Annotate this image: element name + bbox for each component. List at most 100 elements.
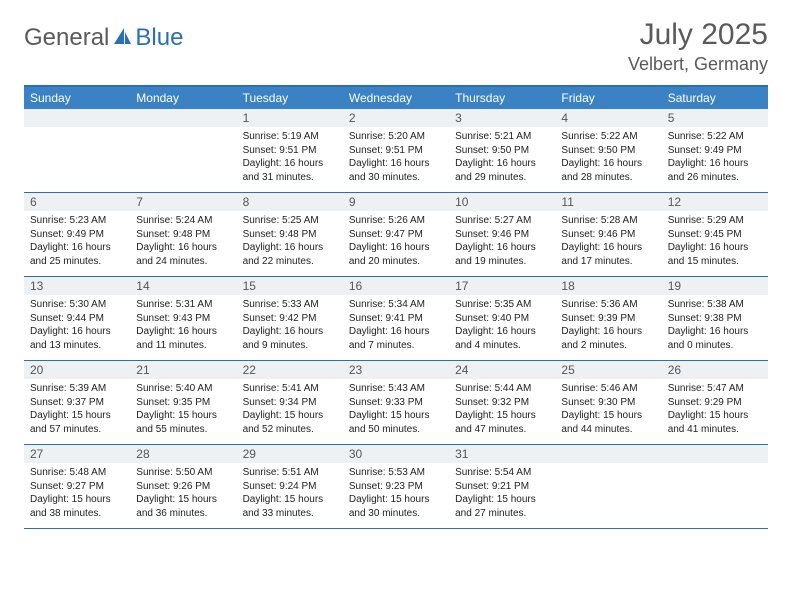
sunset-text: Sunset: 9:40 PM	[455, 312, 549, 326]
day-body: Sunrise: 5:19 AMSunset: 9:51 PMDaylight:…	[237, 127, 343, 192]
day-number: 18	[561, 279, 655, 293]
day-body: Sunrise: 5:48 AMSunset: 9:27 PMDaylight:…	[24, 463, 130, 528]
day-body: Sunrise: 5:20 AMSunset: 9:51 PMDaylight:…	[343, 127, 449, 192]
day-cell: 30Sunrise: 5:53 AMSunset: 9:23 PMDayligh…	[343, 445, 449, 528]
daylight-text: Daylight: 16 hours and 31 minutes.	[243, 157, 337, 184]
daylight-text: Daylight: 15 hours and 33 minutes.	[243, 493, 337, 520]
sunrise-text: Sunrise: 5:26 AM	[349, 214, 443, 228]
sunset-text: Sunset: 9:42 PM	[243, 312, 337, 326]
day-number-wrap: 24	[449, 361, 555, 379]
day-body: Sunrise: 5:46 AMSunset: 9:30 PMDaylight:…	[555, 379, 661, 444]
day-number-wrap: 21	[130, 361, 236, 379]
sunset-text: Sunset: 9:47 PM	[349, 228, 443, 242]
daylight-text: Daylight: 16 hours and 19 minutes.	[455, 241, 549, 268]
day-cell: 20Sunrise: 5:39 AMSunset: 9:37 PMDayligh…	[24, 361, 130, 444]
day-number: 13	[30, 279, 124, 293]
location: Velbert, Germany	[628, 54, 768, 75]
day-number-wrap: 20	[24, 361, 130, 379]
daylight-text: Daylight: 16 hours and 29 minutes.	[455, 157, 549, 184]
sunset-text: Sunset: 9:48 PM	[136, 228, 230, 242]
day-cell: 29Sunrise: 5:51 AMSunset: 9:24 PMDayligh…	[237, 445, 343, 528]
sunset-text: Sunset: 9:33 PM	[349, 396, 443, 410]
sunrise-text: Sunrise: 5:47 AM	[668, 382, 762, 396]
day-number: 1	[243, 111, 337, 125]
day-number: 8	[243, 195, 337, 209]
daylight-text: Daylight: 16 hours and 20 minutes.	[349, 241, 443, 268]
sunrise-text: Sunrise: 5:43 AM	[349, 382, 443, 396]
day-cell: 4 Sunrise: 5:22 AMSunset: 9:50 PMDaylight…	[555, 109, 661, 192]
day-cell: 11Sunrise: 5:28 AMSunset: 9:46 PMDayligh…	[555, 193, 661, 276]
day-number: 26	[668, 363, 762, 377]
day-body: Sunrise: 5:51 AMSunset: 9:24 PMDaylight:…	[237, 463, 343, 528]
daylight-text: Daylight: 16 hours and 22 minutes.	[243, 241, 337, 268]
day-number-wrap: 18	[555, 277, 661, 295]
day-cell: 3Sunrise: 5:21 AMSunset: 9:50 PMDaylight…	[449, 109, 555, 192]
daylight-text: Daylight: 16 hours and 15 minutes.	[668, 241, 762, 268]
daylight-text: Daylight: 15 hours and 27 minutes.	[455, 493, 549, 520]
day-body: Sunrise: 5:22 AMSunset: 9:50 PMDaylight:…	[555, 127, 661, 192]
sunrise-text: Sunrise: 5:50 AM	[136, 466, 230, 480]
day-cell: 15Sunrise: 5:33 AMSunset: 9:42 PMDayligh…	[237, 277, 343, 360]
day-number-wrap: 10	[449, 193, 555, 211]
daylight-text: Daylight: 15 hours and 44 minutes.	[561, 409, 655, 436]
day-number: 17	[455, 279, 549, 293]
day-number-wrap: 25	[555, 361, 661, 379]
day-body	[130, 127, 236, 177]
day-number-wrap: 26	[662, 361, 768, 379]
day-body	[555, 463, 661, 513]
day-number-wrap: 12	[662, 193, 768, 211]
sunset-text: Sunset: 9:48 PM	[243, 228, 337, 242]
day-number: 6	[30, 195, 124, 209]
sunrise-text: Sunrise: 5:29 AM	[668, 214, 762, 228]
day-number-wrap: 6	[24, 193, 130, 211]
day-number-wrap: 1	[237, 109, 343, 127]
sunset-text: Sunset: 9:32 PM	[455, 396, 549, 410]
day-number-wrap	[555, 445, 661, 463]
calendar: Sunday Monday Tuesday Wednesday Thursday…	[24, 85, 768, 529]
day-number: 5	[668, 111, 762, 125]
day-cell: 6Sunrise: 5:23 AMSunset: 9:49 PMDaylight…	[24, 193, 130, 276]
sunrise-text: Sunrise: 5:20 AM	[349, 130, 443, 144]
day-body: Sunrise: 5:50 AMSunset: 9:26 PMDaylight:…	[130, 463, 236, 528]
day-cell: 14Sunrise: 5:31 AMSunset: 9:43 PMDayligh…	[130, 277, 236, 360]
sunset-text: Sunset: 9:49 PM	[668, 144, 762, 158]
day-number-wrap: 28	[130, 445, 236, 463]
dow-monday: Monday	[130, 87, 236, 109]
sunset-text: Sunset: 9:38 PM	[668, 312, 762, 326]
sunrise-text: Sunrise: 5:35 AM	[455, 298, 549, 312]
day-body: Sunrise: 5:44 AMSunset: 9:32 PMDaylight:…	[449, 379, 555, 444]
day-number-wrap: 23	[343, 361, 449, 379]
day-body	[662, 463, 768, 513]
days-of-week-row: Sunday Monday Tuesday Wednesday Thursday…	[24, 87, 768, 109]
day-body: Sunrise: 5:38 AMSunset: 9:38 PMDaylight:…	[662, 295, 768, 360]
daylight-text: Daylight: 15 hours and 57 minutes.	[30, 409, 124, 436]
sunrise-text: Sunrise: 5:36 AM	[561, 298, 655, 312]
daylight-text: Daylight: 16 hours and 2 minutes.	[561, 325, 655, 352]
day-number: 25	[561, 363, 655, 377]
day-cell: 21Sunrise: 5:40 AMSunset: 9:35 PMDayligh…	[130, 361, 236, 444]
day-number-wrap: 9	[343, 193, 449, 211]
sunset-text: Sunset: 9:29 PM	[668, 396, 762, 410]
day-cell: 16Sunrise: 5:34 AMSunset: 9:41 PMDayligh…	[343, 277, 449, 360]
day-number: 2	[349, 111, 443, 125]
day-body: Sunrise: 5:53 AMSunset: 9:23 PMDaylight:…	[343, 463, 449, 528]
day-number: 3	[455, 111, 549, 125]
day-cell: 31Sunrise: 5:54 AMSunset: 9:21 PMDayligh…	[449, 445, 555, 528]
day-number-wrap: 27	[24, 445, 130, 463]
day-number-wrap	[662, 445, 768, 463]
daylight-text: Daylight: 15 hours and 30 minutes.	[349, 493, 443, 520]
weeks-container: 1 Sunrise: 5:19 AMSunset: 9:51 PMDaylight…	[24, 109, 768, 529]
sunrise-text: Sunrise: 5:41 AM	[243, 382, 337, 396]
day-number: 4	[561, 111, 655, 125]
day-number-wrap	[130, 109, 236, 127]
sunrise-text: Sunrise: 5:48 AM	[30, 466, 124, 480]
day-number: 11	[561, 195, 655, 209]
dow-thursday: Thursday	[449, 87, 555, 109]
daylight-text: Daylight: 16 hours and 9 minutes.	[243, 325, 337, 352]
day-number: 12	[668, 195, 762, 209]
day-number-wrap: 31	[449, 445, 555, 463]
sunset-text: Sunset: 9:35 PM	[136, 396, 230, 410]
sunset-text: Sunset: 9:49 PM	[30, 228, 124, 242]
title-block: July 2025 Velbert, Germany	[628, 18, 768, 75]
day-body: Sunrise: 5:39 AMSunset: 9:37 PMDaylight:…	[24, 379, 130, 444]
